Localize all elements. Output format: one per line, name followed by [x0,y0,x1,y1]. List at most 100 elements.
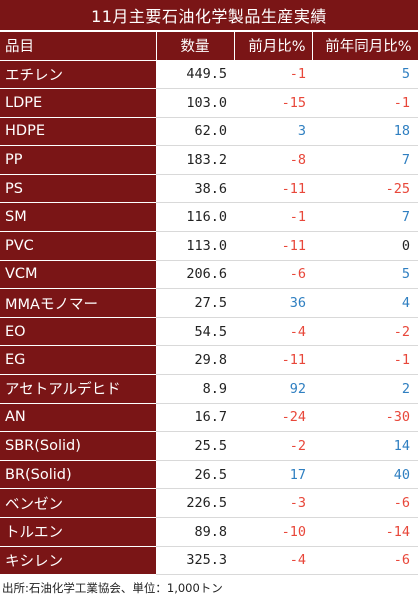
month-over-month-value: -24 [234,403,312,433]
month-over-month-value: -1 [234,202,312,233]
month-over-month-value: -15 [234,88,312,118]
product-name: MMAモノマー [0,288,156,318]
table-row: トルエン 89.8 -10 -14 [0,517,418,547]
table-row: PVC 113.0 -11 0 [0,231,418,261]
header-year-over-year: 前年同月比% [312,32,418,61]
product-name: PP [0,145,156,175]
month-over-month-value: 3 [234,117,312,147]
table-row: ベンゼン 226.5 -3 -6 [0,488,418,518]
quantity-value: 8.9 [156,374,234,404]
product-name: AN [0,403,156,433]
month-over-month-value: -6 [234,260,312,290]
quantity-value: 54.5 [156,317,234,347]
production-table: 品目 数量 前月比% 前年同月比% エチレン 449.5 -1 5 LDPE 103.0-… [0,32,418,576]
product-name: SBR(Solid) [0,431,156,461]
product-name: EO [0,317,156,347]
product-name: VCM [0,260,156,290]
source-note: 出所:石油化学工業協会、単位：1,000トン [2,581,223,595]
table-row: EG 29.8 -11 -1 [0,345,418,376]
report-title: 11月主要石油化学製品生産実績 [0,0,418,32]
month-over-month-value: -11 [234,174,312,204]
quantity-value: 38.6 [156,174,234,204]
product-name: PS [0,174,156,204]
product-name: トルエン [0,517,156,547]
product-name: LDPE [0,88,156,118]
quantity-value: 116.0 [156,202,234,233]
year-over-year-value: 4 [312,288,418,318]
month-over-month-value: 36 [234,288,312,318]
year-over-year-value: -14 [312,517,418,547]
table-row: PP 183.2 -8 7 [0,145,418,175]
table-row: VCM 206.6 -6 5 [0,260,418,290]
product-name: HDPE [0,117,156,147]
table-row: SBR(Solid) 25.5 -2 14 [0,431,418,461]
quantity-value: 89.8 [156,517,234,547]
table-row: HDPE 62.0 3 18 [0,117,418,147]
table-row: PS 38.6 -11 -25 [0,174,418,204]
year-over-year-value: -1 [312,345,418,376]
month-over-month-value: -2 [234,431,312,461]
quantity-value: 26.5 [156,460,234,490]
month-over-month-value: -4 [234,546,312,576]
quantity-value: 27.5 [156,288,234,318]
header-item: 品目 [0,32,157,61]
year-over-year-value: 2 [312,374,418,404]
year-over-year-value: 5 [312,260,418,290]
quantity-value: 103.0 [156,88,234,118]
year-over-year-value: 14 [312,431,418,461]
year-over-year-value: 40 [312,460,418,490]
month-over-month-value: -3 [234,488,312,518]
product-name: エチレン [0,60,156,90]
quantity-value: 16.7 [156,403,234,433]
product-name: キシレン [0,546,156,576]
year-over-year-value: -1 [312,88,418,118]
quantity-value: 206.6 [156,260,234,290]
product-name: SM [0,202,156,233]
quantity-value: 29.8 [156,345,234,376]
product-name: PVC [0,231,156,261]
year-over-year-value: 0 [312,231,418,261]
month-over-month-value: -8 [234,145,312,175]
table-row: AN 16.7 -24 -30 [0,403,418,433]
year-over-year-value: -30 [312,403,418,433]
table-row: アセトアルデヒド 8.9 92 2 [0,374,418,404]
quantity-value: 226.5 [156,488,234,518]
header-month-over-month: 前月比% [234,32,313,61]
quantity-value: 449.5 [156,60,234,90]
product-name: EG [0,345,156,376]
table-row: LDPE 103.0 -15 -1 [0,88,418,118]
table-header-row: 品目 数量 前月比% 前年同月比% [0,32,418,61]
year-over-year-value: 7 [312,145,418,175]
table-row: SM 116.0 -1 7 [0,202,418,233]
product-name: BR(Solid) [0,460,156,490]
quantity-value: 113.0 [156,231,234,261]
year-over-year-value: -6 [312,546,418,576]
month-over-month-value: -11 [234,231,312,261]
table-row: MMAモノマー 27.5 36 4 [0,288,418,318]
product-name: アセトアルデヒド [0,374,156,404]
quantity-value: 62.0 [156,117,234,147]
year-over-year-value: -2 [312,317,418,347]
table-row: EO 54.5 -4 -2 [0,317,418,347]
quantity-value: 325.3 [156,546,234,576]
month-over-month-value: -10 [234,517,312,547]
month-over-month-value: -11 [234,345,312,376]
year-over-year-value: -25 [312,174,418,204]
year-over-year-value: 5 [312,60,418,90]
product-name: ベンゼン [0,488,156,518]
table-row: BR(Solid) 26.5 17 40 [0,460,418,490]
year-over-year-value: -6 [312,488,418,518]
year-over-year-value: 7 [312,202,418,233]
table-body: エチレン 449.5 -1 5 LDPE 103.0 -15 -1 HDPE 62.0 3 18 PP 1… [0,60,418,576]
month-over-month-value: -1 [234,60,312,90]
table-row: キシレン 325.3 -4 -6 [0,546,418,576]
month-over-month-value: -4 [234,317,312,347]
month-over-month-value: 17 [234,460,312,490]
quantity-value: 183.2 [156,145,234,175]
month-over-month-value: 92 [234,374,312,404]
header-quantity: 数量 [156,32,235,61]
year-over-year-value: 18 [312,117,418,147]
quantity-value: 25.5 [156,431,234,461]
table-row: エチレン 449.5 -1 5 [0,60,418,90]
